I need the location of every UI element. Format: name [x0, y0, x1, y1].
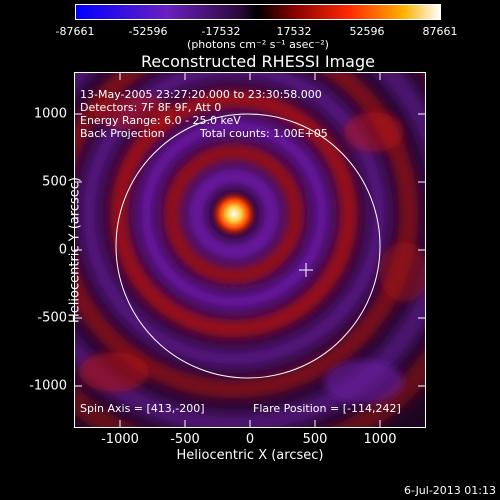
y-tick-label: 500: [42, 174, 67, 190]
spin-axis-label: Spin Axis = [413,-200]: [80, 402, 205, 415]
colorbar-tick: 87661: [422, 25, 458, 38]
colorbar: [75, 4, 441, 20]
colorbar-tick: -87661: [55, 25, 95, 38]
x-axis-label: Heliocentric X (arcsec): [176, 448, 324, 463]
energy-range-label: Energy Range: 6.0 - 25.0 keV: [80, 114, 241, 127]
colorbar-tick: -17532: [201, 25, 241, 38]
y-tick-label: -1000: [29, 378, 67, 394]
colorbar-tick: 52596: [349, 25, 385, 38]
y-axis-label: Heliocentric Y (arcsec): [67, 177, 83, 323]
flare-position-label: Flare Position = [-114,242]: [253, 402, 401, 415]
rhessi-image: [74, 72, 426, 428]
y-tick-label: -500: [37, 310, 67, 326]
detectors-label: Detectors: 7F 8F 9F, Att 0: [80, 101, 222, 114]
time-range-label: 13-May-2005 23:27:20.000 to 23:30:58.000: [80, 88, 322, 101]
x-tick-label: -1000: [101, 432, 139, 447]
x-tick-label: 500: [302, 432, 328, 447]
colorbar-tick: -52596: [128, 25, 168, 38]
total-counts-label: Total counts: 1.00E+05: [200, 127, 328, 140]
date-stamp: 6-Jul-2013 01:13: [403, 484, 496, 497]
method-label: Back Projection: [80, 127, 165, 140]
x-tick-label: 1000: [363, 432, 397, 447]
y-tick-label: 0: [58, 242, 67, 258]
x-tick-label: 0: [245, 432, 255, 447]
y-tick-label: 1000: [33, 106, 67, 122]
image-title: Reconstructed RHESSI Image: [141, 52, 375, 71]
x-tick-label: -500: [170, 432, 200, 447]
colorbar-tick: 17532: [276, 25, 312, 38]
colorbar-unit: (photons cm⁻² s⁻¹ asec⁻²): [187, 38, 329, 51]
